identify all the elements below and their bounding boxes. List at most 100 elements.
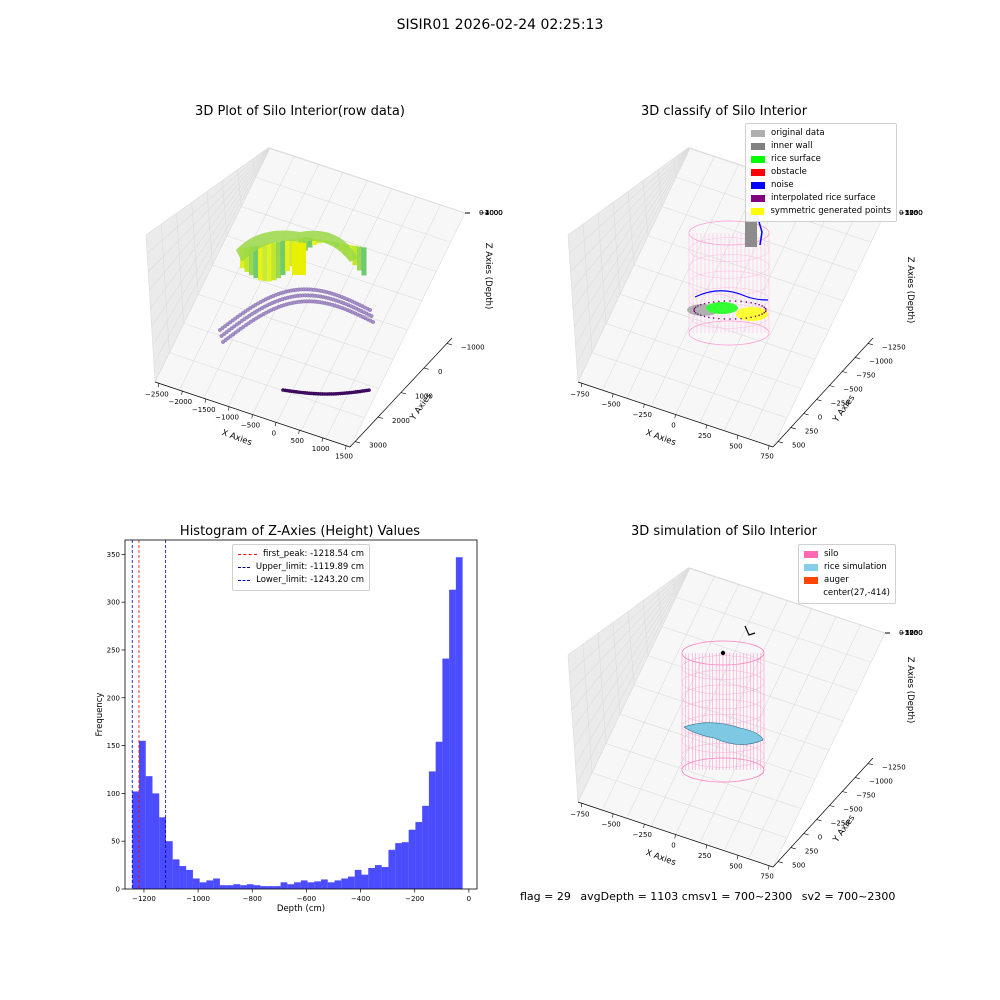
flag-text: flag = 29	[520, 890, 571, 903]
raw-y-tick-label: 2000	[392, 417, 410, 425]
sim-auger	[744, 625, 756, 636]
sim-grid-left	[642, 600, 649, 656]
classify-y-tick	[855, 357, 861, 360]
raw-x-tick-label: −2500	[145, 390, 169, 398]
simulation-3d-panel: −750−500−25002505007505002500−250−500−75…	[567, 567, 923, 881]
classify-y-tick-label: 250	[805, 428, 818, 436]
histogram-title: Histogram of Z-Axies (Height) Values	[179, 524, 421, 539]
hist-bar	[145, 776, 153, 889]
hist-bar	[354, 869, 362, 889]
raw-grid-left	[237, 169, 242, 207]
raw-data-strip	[285, 240, 290, 271]
classify-legend-item: interpolated rice surface	[751, 192, 891, 205]
classify-y-tick-label: −250	[831, 400, 850, 408]
raw-z-tick-label: −2000	[479, 209, 503, 217]
hist-legend-line	[238, 580, 251, 581]
classify-x-tick-label: 0	[671, 422, 675, 430]
classify-grid-x	[723, 196, 837, 431]
classify-interp-point	[734, 300, 737, 302]
raw-x-tick	[204, 398, 206, 403]
classify-interp-point	[723, 300, 726, 302]
classify-grid-y	[647, 235, 844, 302]
classify-interp-point	[745, 317, 748, 319]
raw-floor-point	[367, 388, 371, 392]
classify-x-tick-label: 250	[698, 432, 711, 440]
sim-y-tick	[816, 819, 822, 822]
sim-x-tick-label: −500	[601, 821, 620, 829]
raw-x-tick	[274, 422, 277, 427]
classify-y-tick	[867, 343, 873, 346]
classify-x-tick-label: 500	[729, 442, 742, 450]
hist-bar	[213, 878, 220, 889]
hist-bar	[199, 882, 207, 889]
classify-x-tick-label: −750	[570, 390, 589, 398]
sim-y-tick-label: −1000	[869, 777, 893, 785]
raw-data-strip	[280, 241, 286, 276]
sim-grid-left	[627, 611, 635, 686]
classify-interp-point	[758, 303, 760, 306]
sim-legend-item: auger	[804, 574, 890, 587]
classify-interp-point	[763, 311, 766, 314]
classify-z-tick-label: −250	[899, 209, 918, 217]
classify-legend-swatch	[751, 169, 765, 176]
sim-grid-x	[748, 624, 861, 860]
raw-y-tick	[355, 441, 361, 444]
classify-interp-point	[697, 313, 699, 315]
hist-frame	[124, 539, 478, 890]
classify-x-label: X Axies	[644, 428, 677, 448]
raw-x-label: X Axies	[220, 428, 253, 448]
hist-bar	[165, 841, 173, 889]
sim-y-tick	[855, 777, 861, 780]
sim-y-axis	[772, 757, 874, 868]
sim-silo-ring	[681, 670, 765, 695]
sim-legend-label: silo	[824, 549, 839, 559]
raw-data-strip	[258, 245, 263, 281]
raw-panel-title: 3D Plot of Silo Interior(row data)	[195, 104, 405, 119]
classify-y-tick	[816, 399, 822, 402]
raw-x-tick-label: 0	[272, 429, 276, 437]
raw-x-tick-label: 1000	[312, 445, 330, 453]
histogram-legend: first_peak: -1218.54 cm Upper_limit: -111…	[232, 544, 370, 591]
classify-x-tick-label: −500	[601, 401, 620, 409]
classify-y-tick-label: −500	[843, 385, 862, 393]
classify-interp-point	[750, 316, 752, 319]
hist-bar	[300, 880, 308, 889]
raw-data-strip	[357, 246, 362, 271]
classify-interp-point	[750, 301, 752, 304]
raw-data-center	[292, 243, 306, 275]
sim-y-tick	[829, 805, 835, 808]
raw-data-strip	[361, 247, 367, 276]
classify-y-tick	[790, 427, 796, 430]
classify-interp-point	[740, 317, 742, 320]
classify-z-tick-label: −1500	[899, 209, 923, 217]
raw-data-surface	[236, 230, 358, 262]
hist-bar	[401, 842, 409, 889]
histogram-chart: −1200 −1000 −800 −600 −400 −200 0 0 50 100 150 200 2…	[95, 539, 478, 914]
classify-silo-ring	[688, 220, 770, 246]
hist-bar	[294, 882, 301, 889]
sim-grid-x	[699, 608, 813, 843]
classify-x-tick	[643, 404, 645, 409]
classify-x-tick	[705, 424, 707, 429]
sim-grid-y	[675, 596, 872, 663]
classify-legend-swatch	[751, 182, 765, 189]
hist-x-label: Depth (cm)	[277, 904, 325, 914]
hist-bar	[408, 829, 416, 889]
raw-grid-x	[325, 204, 441, 440]
classify-legend-swatch	[751, 208, 765, 215]
classify-interp-point	[761, 305, 763, 307]
sim-legend-swatch	[804, 590, 817, 597]
hist-bar	[361, 874, 369, 889]
classify-x-tick	[736, 435, 739, 440]
classify-interp-point	[765, 309, 767, 311]
classify-interp-point	[729, 318, 731, 320]
hist-bar	[395, 843, 402, 889]
sim-rice-surface	[683, 722, 764, 745]
classify-legend-item: rice surface	[751, 153, 891, 166]
raw-data-strip	[244, 247, 250, 272]
hist-bar	[219, 885, 227, 889]
hist-y-tick-label: 100	[107, 790, 120, 798]
sim-x-tick	[580, 803, 583, 808]
sim-z-tick-label: −500	[899, 629, 918, 637]
sim-grid-left	[672, 578, 677, 598]
